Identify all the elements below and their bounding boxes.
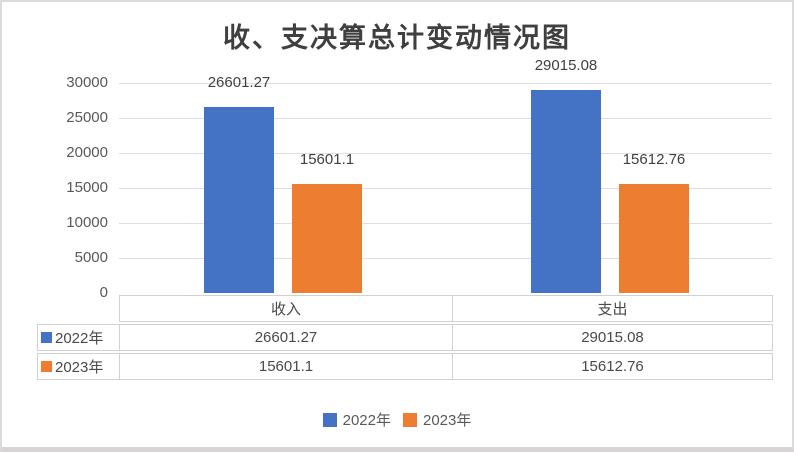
gridline	[119, 118, 772, 119]
table-row-label-text: 2023年	[55, 359, 104, 376]
legend-label-2023: 2023年	[423, 412, 472, 429]
y-axis-tick-label: 25000	[66, 109, 108, 126]
gridline	[119, 188, 772, 189]
y-axis-tick-label: 5000	[74, 249, 108, 266]
legend-swatch-2023	[403, 412, 417, 427]
legend-key-swatch	[41, 332, 52, 343]
chart-title: 收、支决算总计变动情况图	[223, 23, 571, 54]
plot-area: 0 5000 10000 15000 20000 25000 30000 26601.27 29…	[2, 2, 792, 447]
gridline	[119, 153, 772, 154]
table-header-expense: 支出	[452, 295, 773, 322]
bar-2022-income	[204, 107, 274, 293]
bar-value-label: 29015.08	[534, 57, 598, 74]
y-axis-tick-label: 20000	[66, 144, 108, 161]
legend-item-2022: 2022年	[322, 409, 391, 430]
bar-value-label: 15601.1	[299, 151, 355, 168]
legend-key-swatch	[41, 361, 52, 372]
legend-item-2023: 2023年	[403, 409, 471, 430]
bar-value-label: 15612.76	[622, 151, 686, 168]
table-cell-2023-income: 15601.1	[119, 353, 453, 380]
table-row-label-2023: 2023年	[37, 353, 120, 380]
gridline	[119, 223, 772, 224]
gridline	[119, 83, 772, 84]
bar-2022-expense	[531, 90, 601, 293]
y-axis-tick-label: 30000	[66, 74, 108, 91]
table-cell-2022-income: 26601.27	[119, 324, 453, 351]
table-cell-2022-expense: 29015.08	[452, 324, 773, 351]
y-axis-tick-label: 10000	[66, 214, 108, 231]
gridline	[119, 258, 772, 259]
legend-swatch-2022	[322, 412, 337, 427]
table-row-label-2022: 2022年	[37, 324, 120, 351]
bar-2023-expense	[619, 184, 689, 293]
legend: 2022年 2023年	[2, 409, 792, 430]
y-axis-tick-label: 0	[99, 284, 108, 301]
bar-value-label: 26601.27	[207, 74, 271, 91]
bar-2023-income	[292, 184, 362, 293]
y-axis-tick-label: 15000	[66, 179, 108, 196]
table-header-income: 收入	[119, 295, 453, 322]
table-row-label-text: 2022年	[55, 330, 104, 347]
legend-label-2022: 2022年	[342, 412, 391, 429]
table-cell-2023-expense: 15612.76	[452, 353, 773, 380]
